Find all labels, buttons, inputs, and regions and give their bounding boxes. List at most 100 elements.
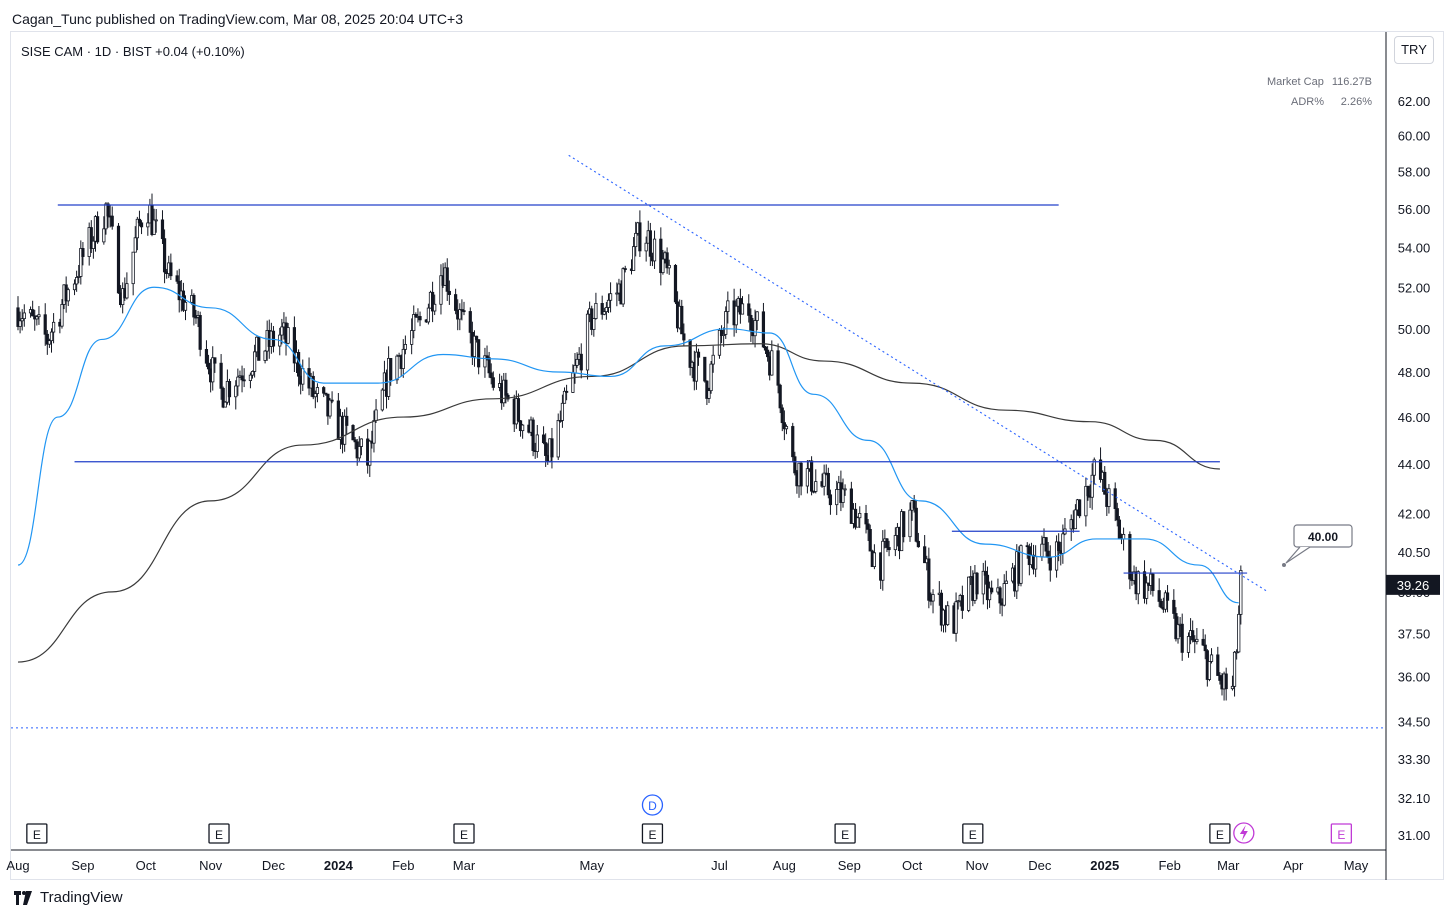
dividend-marker-label: D	[648, 799, 657, 813]
x-tick-label: Mar	[1217, 858, 1240, 873]
earnings-marker: E	[208, 823, 230, 844]
candle-body-down	[531, 419, 535, 451]
candle	[1044, 536, 1048, 558]
candle	[914, 500, 918, 543]
candle-body-up	[315, 387, 320, 394]
candle	[881, 530, 885, 591]
candle-body-down	[887, 547, 891, 551]
candle-body-down	[506, 394, 510, 400]
candle	[1084, 477, 1088, 527]
candle	[430, 281, 435, 323]
candle	[472, 330, 477, 367]
candle	[887, 540, 891, 557]
candle	[805, 460, 809, 494]
y-tick-label: 33.30	[1398, 752, 1431, 767]
earnings-marker: E	[26, 823, 48, 844]
candle	[125, 272, 129, 300]
symbol-legend[interactable]: SISE CAM · 1D · BIST +0.04 (+0.10%)	[21, 44, 245, 59]
candle	[866, 519, 870, 541]
y-tick-label: 58.00	[1398, 165, 1431, 180]
candle-body-up	[814, 481, 818, 492]
candle-body-up	[1207, 661, 1212, 680]
candle	[634, 221, 638, 257]
candle	[1025, 542, 1029, 559]
candle-body-up	[585, 313, 590, 371]
candle-body-down	[447, 290, 451, 295]
earnings-marker: E	[834, 823, 856, 844]
candle-body-up	[784, 426, 789, 430]
candle	[95, 211, 100, 244]
candle-body-down	[799, 462, 803, 487]
x-tick-label: Aug	[773, 858, 796, 873]
candle	[780, 404, 784, 432]
candle-body-down	[1165, 592, 1170, 601]
y-tick-label: 36.00	[1398, 670, 1431, 685]
candle-body-up	[91, 240, 95, 249]
brand-footer[interactable]: TradingView	[12, 889, 123, 906]
candle	[102, 216, 106, 245]
candle-body-down	[916, 540, 920, 548]
candle-body-up	[47, 340, 52, 345]
currency-selector[interactable]: TRY	[1394, 36, 1434, 64]
y-tick-label: 40.50	[1398, 545, 1431, 560]
candle-body-up	[805, 468, 809, 487]
candle-body-up	[135, 218, 139, 239]
candle-body-down	[776, 350, 780, 386]
candle	[946, 601, 950, 627]
candle	[623, 265, 627, 273]
candle	[1237, 605, 1241, 654]
candle	[809, 456, 814, 496]
candle-body-up	[594, 303, 598, 319]
x-tick-label: May	[579, 858, 604, 873]
candle	[535, 424, 539, 458]
candle-body-down	[680, 305, 684, 335]
x-tick-label: 2025	[1090, 858, 1119, 873]
candle	[747, 294, 751, 323]
candle-body-up	[606, 299, 611, 308]
candle	[426, 303, 431, 325]
candle-body-down	[763, 346, 768, 351]
candle-body-up	[380, 389, 384, 411]
candle-body-up	[426, 307, 431, 323]
candle-body-up	[286, 327, 290, 344]
candle-body-down	[696, 351, 701, 358]
candle-body-down	[345, 415, 349, 426]
candle	[665, 247, 669, 274]
candle-body-down	[749, 314, 753, 331]
candle	[468, 307, 472, 344]
candle	[939, 589, 944, 632]
candle	[263, 349, 267, 364]
candle	[169, 253, 173, 281]
candle-body-down	[1201, 638, 1205, 646]
candle	[1073, 504, 1078, 530]
candle	[1098, 447, 1103, 483]
candle-body-up	[458, 309, 462, 320]
candle-body-down	[939, 592, 944, 626]
candle-body-down	[491, 377, 495, 388]
candle	[439, 264, 443, 315]
candle	[592, 317, 596, 337]
candle	[755, 311, 759, 331]
candle-body-down	[504, 379, 508, 396]
candle-body-down	[227, 381, 232, 398]
candle-body-up	[234, 385, 238, 398]
candle-body-down	[558, 420, 562, 422]
candle-body-up	[956, 600, 960, 603]
candle	[445, 258, 449, 301]
candle	[483, 347, 487, 378]
ema-short-line	[17, 286, 1239, 604]
dividend-marker: D	[641, 794, 664, 816]
candle	[489, 363, 493, 385]
candle-body-up	[280, 326, 284, 336]
candle	[49, 328, 54, 353]
candle	[72, 279, 77, 296]
earnings-marker-box	[26, 823, 48, 844]
candle	[412, 305, 416, 339]
candle-body-up	[967, 576, 971, 611]
candle	[292, 316, 296, 373]
y-tick-label: 52.00	[1398, 280, 1431, 295]
candle	[680, 299, 684, 335]
candle	[139, 220, 144, 235]
candle	[1103, 466, 1107, 495]
